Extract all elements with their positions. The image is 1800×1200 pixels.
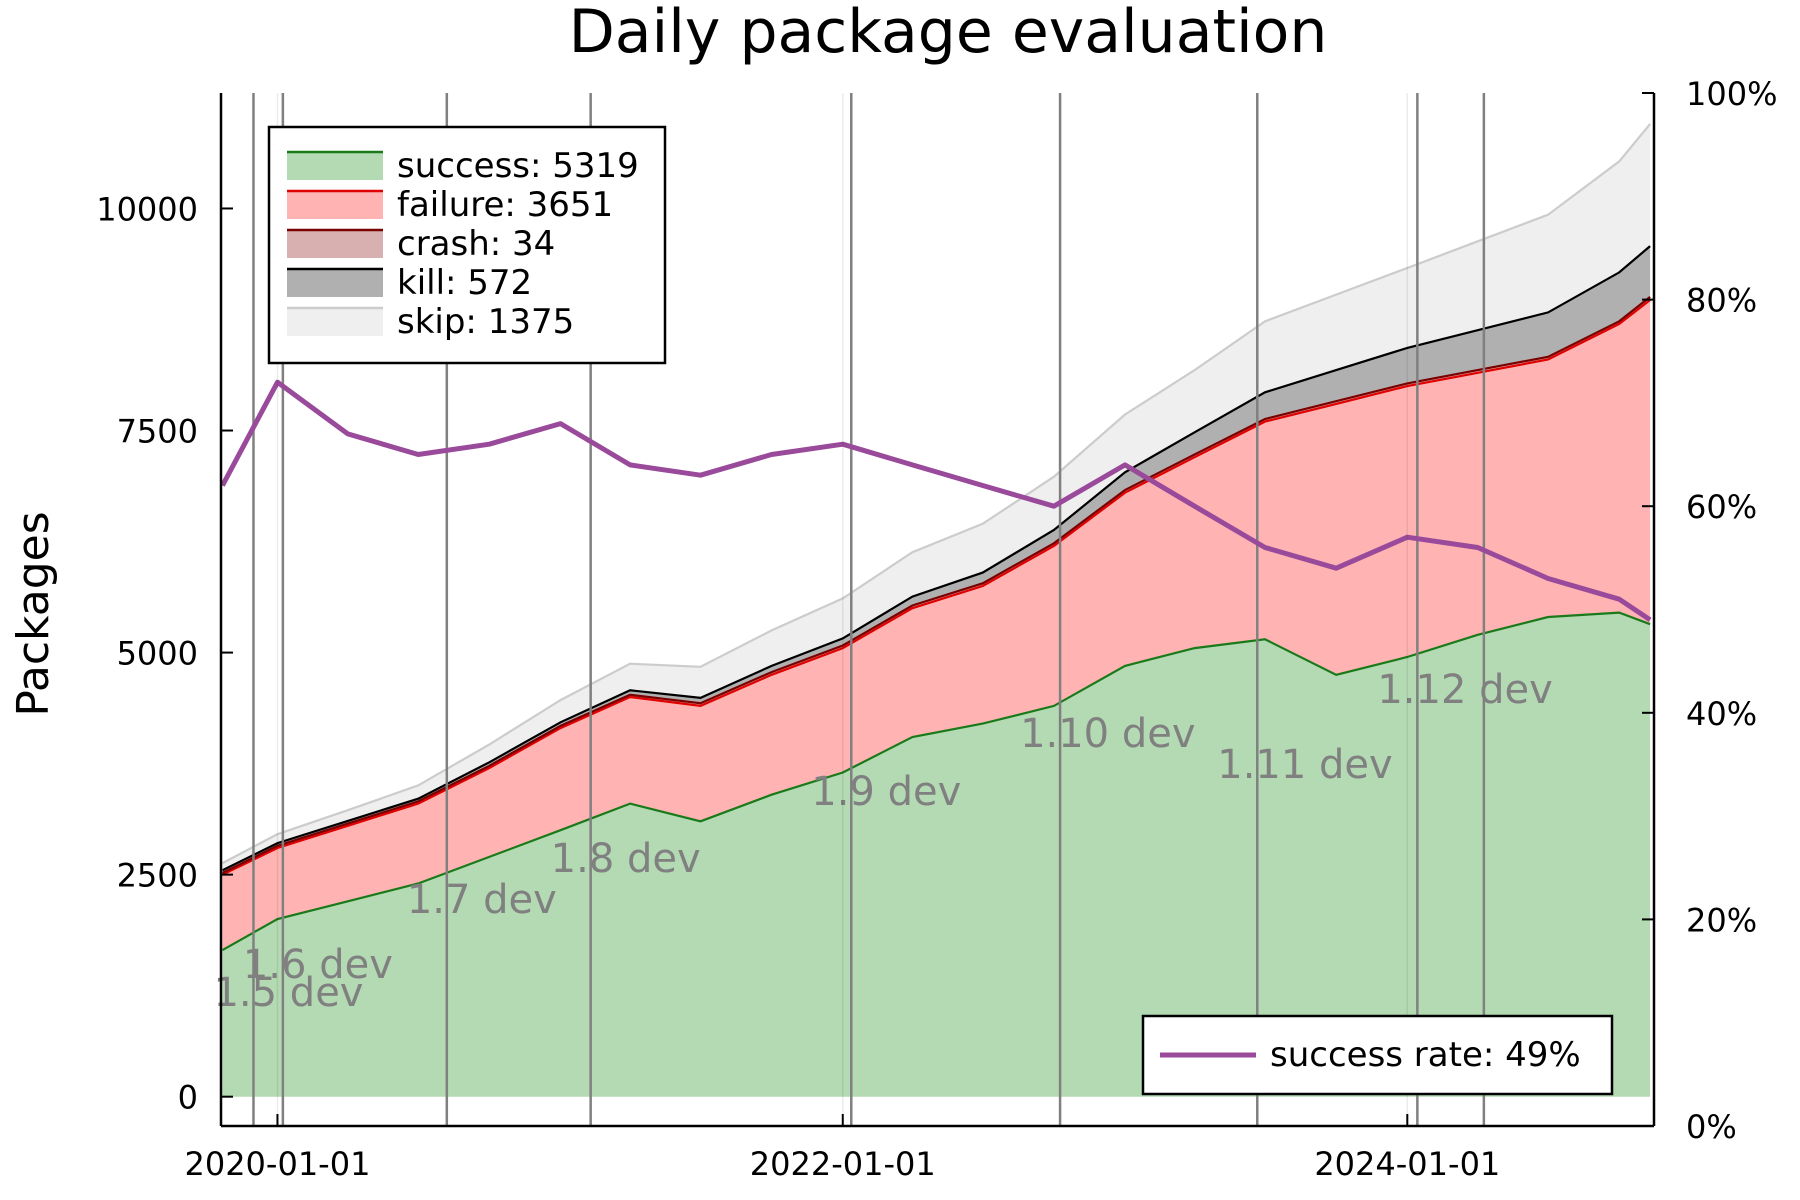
failure-area (222, 300, 1651, 951)
legend-swatch-kill (287, 268, 383, 297)
failure-line (222, 299, 1651, 876)
right-y-axis-ticks: 0% 20% 40% 60% 80% 100% (1642, 75, 1777, 1146)
release-marker-label: 1.9 dev (811, 769, 961, 815)
crash-line (222, 296, 1651, 874)
release-marker-label: 1.6 dev (243, 942, 393, 988)
legend-swatch-skip (287, 307, 383, 336)
kill-area (222, 246, 1651, 873)
legend-label-skip: skip: 1375 (397, 302, 574, 342)
y-axis-label: Packages (8, 511, 59, 716)
chart-title: Daily package evaluation (569, 0, 1328, 67)
success-rate-line (220, 379, 1652, 622)
y-tick-label: 0 (178, 1079, 198, 1117)
legend-label-crash: crash: 34 (397, 224, 555, 264)
stacked-area-outlines (221, 123, 1651, 952)
stacked-areas (222, 124, 1651, 1097)
x-tick-label: 2024-01-01 (1314, 1145, 1500, 1183)
y2-tick-label: 40% (1686, 695, 1757, 733)
release-marker-label: 1.7 dev (407, 877, 557, 923)
release-marker-label: 1.5 dev (213, 970, 363, 1016)
y-tick-label: 5000 (117, 635, 198, 673)
success-line (221, 611, 1651, 952)
legend-swatch-crash (287, 229, 383, 258)
kill-line (222, 245, 1651, 872)
y2-tick-label: 60% (1686, 488, 1757, 526)
release-marker-label: 1.10 dev (1020, 711, 1195, 757)
x-axis-ticks: 2020-01-01 2022-01-01 2024-01-01 (184, 93, 1500, 1183)
success-area (222, 612, 1651, 1097)
y-tick-label: 10000 (96, 190, 198, 228)
legend-swatch-success (287, 151, 383, 180)
success-rate-legend: success rate: 49% (1141, 1014, 1614, 1096)
y2-tick-label: 80% (1686, 282, 1757, 320)
y-tick-label: 7500 (117, 413, 198, 451)
y2-tick-label: 100% (1686, 75, 1777, 113)
legend-swatch-failure (287, 190, 383, 219)
skip-line (221, 123, 1651, 865)
y-axis-ticks: 0 2500 5000 7500 10000 (96, 190, 233, 1117)
legend-label-success-rate: success rate: 49% (1270, 1035, 1581, 1075)
x-tick-label: 2020-01-01 (184, 1145, 370, 1183)
success-rate-series (220, 379, 1652, 622)
release-marker-label: 1.8 dev (551, 836, 701, 882)
legend-label-kill: kill: 572 (397, 263, 532, 303)
release-marker-label: 1.12 dev (1377, 667, 1552, 713)
y2-tick-label: 0% (1686, 1108, 1737, 1146)
x-tick-label: 2022-01-01 (750, 1145, 936, 1183)
y-tick-label: 2500 (117, 857, 198, 895)
y2-tick-label: 20% (1686, 901, 1757, 939)
legend-label-failure: failure: 3651 (397, 185, 613, 225)
release-marker-label: 1.11 dev (1217, 742, 1392, 788)
legend-label-success: success: 5319 (397, 146, 639, 186)
axes (219, 93, 1656, 1128)
